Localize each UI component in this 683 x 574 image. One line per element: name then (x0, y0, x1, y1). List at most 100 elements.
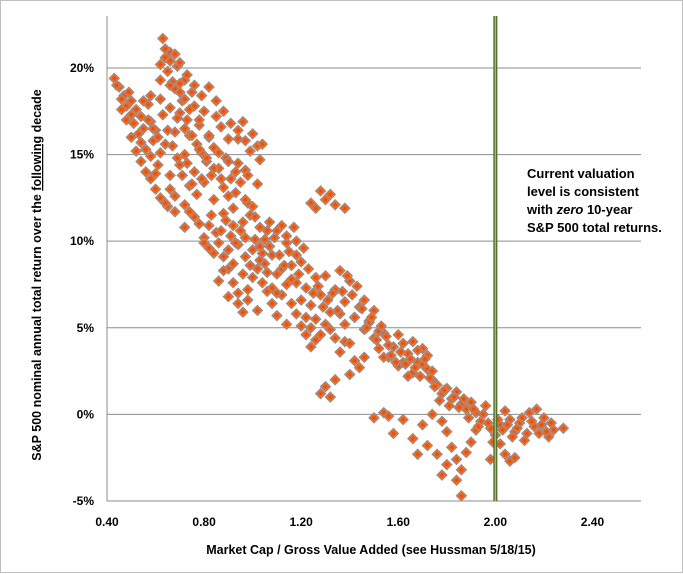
data-point (249, 233, 261, 246)
data-point (123, 86, 135, 99)
data-point (186, 129, 198, 142)
data-point (144, 89, 157, 102)
data-point (237, 306, 249, 319)
data-point (137, 95, 150, 107)
data-point (115, 103, 128, 116)
data-point (244, 259, 257, 272)
data-point (382, 339, 395, 351)
data-points (108, 32, 570, 502)
data-point (181, 69, 193, 81)
data-point (237, 115, 249, 128)
data-point (237, 216, 249, 228)
data-point (382, 410, 395, 422)
data-point (239, 193, 252, 206)
data-point (343, 337, 356, 350)
y-axis-title-underlined: following (30, 136, 44, 191)
data-point (305, 341, 317, 353)
x-tick-label: 0.40 (95, 515, 119, 529)
data-point (212, 237, 225, 249)
data-point (154, 147, 167, 159)
y-tick-label: 20% (70, 61, 94, 75)
data-point (227, 202, 240, 215)
data-point (130, 103, 142, 116)
data-point (249, 211, 261, 223)
data-point (254, 240, 266, 253)
data-point (314, 387, 327, 400)
data-point (183, 205, 196, 218)
data-point (190, 188, 203, 201)
y-tick-label: 15% (70, 148, 94, 162)
annotation-line-3: with zero 10-year (526, 202, 633, 217)
data-point (319, 380, 332, 393)
data-point (227, 257, 240, 270)
data-point (307, 287, 320, 299)
data-point (241, 169, 254, 182)
y-tick-label: -5% (73, 494, 95, 508)
data-point (169, 190, 181, 202)
data-point (210, 95, 223, 107)
data-point (525, 415, 538, 428)
data-point (246, 200, 259, 213)
data-point (234, 224, 247, 237)
data-point (181, 114, 193, 126)
data-point (154, 74, 167, 86)
data-point (397, 337, 409, 350)
data-point (499, 448, 511, 461)
annotation-line-3-suffix: 10-year (583, 202, 632, 217)
data-point (285, 273, 298, 286)
data-point (198, 237, 210, 249)
data-point (426, 408, 439, 421)
data-point (183, 103, 196, 116)
data-point (144, 150, 157, 163)
data-point (261, 266, 274, 279)
data-point (164, 183, 176, 196)
data-point (450, 474, 463, 487)
data-point (433, 394, 446, 407)
data-point (278, 259, 291, 272)
data-point (164, 101, 176, 114)
data-point (423, 372, 436, 384)
data-point (203, 219, 215, 232)
data-point (329, 332, 342, 345)
data-point (387, 427, 400, 440)
data-point (147, 122, 159, 135)
data-point (462, 412, 475, 424)
data-point (251, 304, 264, 317)
data-point (440, 425, 453, 438)
data-point (212, 147, 225, 159)
data-point (229, 186, 242, 199)
data-point (227, 219, 240, 232)
data-point (438, 384, 451, 396)
data-point (292, 268, 305, 280)
data-point (465, 436, 477, 448)
data-point (358, 294, 371, 306)
data-point (239, 231, 252, 244)
data-point (205, 209, 218, 222)
data-point (154, 93, 167, 105)
data-point (195, 89, 208, 102)
data-point (171, 112, 184, 125)
data-point (130, 145, 142, 157)
data-point (154, 58, 167, 71)
data-point (319, 269, 332, 282)
data-point (256, 276, 269, 289)
data-point (297, 242, 310, 254)
data-point (331, 304, 344, 317)
data-point (460, 446, 473, 459)
data-point (535, 418, 548, 431)
data-point (227, 276, 240, 289)
data-point (511, 422, 524, 435)
data-point (406, 432, 419, 445)
x-tick-label: 2.00 (484, 515, 508, 529)
data-point (302, 263, 315, 275)
y-tick-label: 10% (70, 234, 94, 248)
data-point (268, 231, 281, 244)
data-point (156, 108, 169, 121)
data-point (288, 221, 300, 234)
data-point (159, 43, 172, 55)
data-point (353, 361, 366, 374)
annotation-line-3-prefix: with (526, 202, 557, 217)
data-point (305, 197, 317, 209)
data-point (314, 328, 327, 341)
